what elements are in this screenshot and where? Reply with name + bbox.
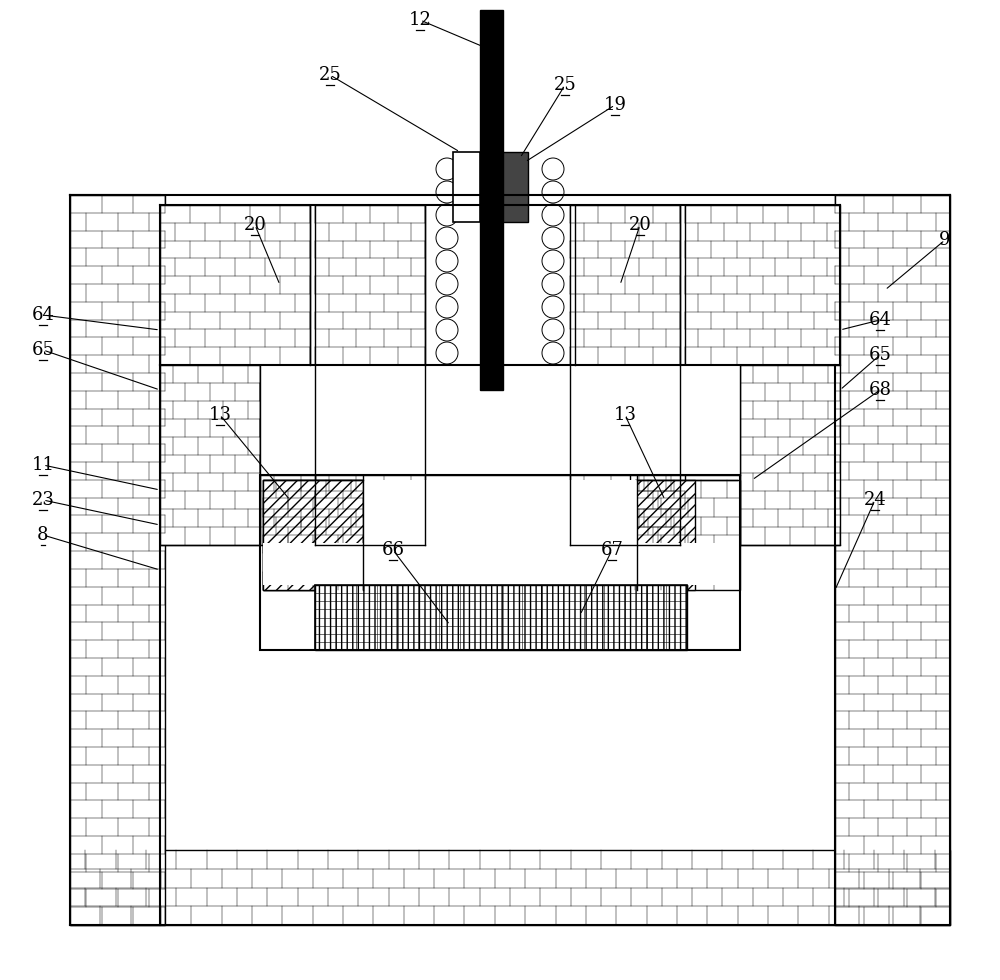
Circle shape [542,250,564,272]
Circle shape [542,181,564,203]
Bar [315,585,687,650]
Bar [740,365,840,545]
Text: 20: 20 [244,216,266,234]
Bar [260,475,740,650]
Bar [260,365,315,545]
Circle shape [436,273,458,295]
Bar [630,365,685,545]
Bar [685,205,840,365]
Bar [70,850,950,925]
Bar [260,365,740,475]
Text: 68: 68 [868,381,892,399]
Bar [315,365,425,545]
Text: 20: 20 [629,216,651,234]
Text: 24: 24 [864,491,886,509]
Text: 13: 13 [614,406,637,424]
Bar [160,540,835,850]
Circle shape [542,342,564,364]
Bar [160,205,310,365]
Text: 8: 8 [37,526,49,544]
Text: 23: 23 [32,491,54,509]
Bar [260,365,315,545]
Circle shape [542,296,564,318]
Text: 13: 13 [208,406,232,424]
Bar [315,205,425,365]
Text: 65: 65 [32,341,54,359]
Text: 64: 64 [869,311,891,329]
Text: 11: 11 [32,456,54,474]
Circle shape [436,204,458,226]
Circle shape [542,158,564,180]
Text: 19: 19 [604,96,626,114]
Bar [70,195,165,925]
Bar [570,205,680,365]
Text: 25: 25 [554,76,576,94]
Text: 25: 25 [319,66,341,84]
Circle shape [436,342,458,364]
Bar [635,480,740,590]
Bar [480,10,503,390]
Circle shape [436,227,458,249]
Text: 66: 66 [382,541,404,559]
Bar [363,480,637,585]
Text: 65: 65 [869,346,891,364]
Bar [263,480,363,590]
Text: 9: 9 [939,231,951,249]
Text: 67: 67 [601,541,623,559]
Bar [835,195,950,925]
Bar [503,152,528,222]
Bar [160,365,260,545]
Circle shape [436,319,458,341]
Circle shape [436,250,458,272]
Bar [570,365,680,545]
Bar [685,365,740,545]
Bar [263,543,740,585]
Circle shape [436,181,458,203]
Bar [315,585,687,650]
Circle shape [436,296,458,318]
Circle shape [436,158,458,180]
Text: 64: 64 [32,306,54,324]
Bar [635,480,695,590]
Bar [263,480,363,590]
Bar [453,152,480,222]
Circle shape [542,227,564,249]
Circle shape [542,319,564,341]
Text: 12: 12 [409,11,431,29]
Bar [263,480,363,590]
Circle shape [542,273,564,295]
Circle shape [542,204,564,226]
